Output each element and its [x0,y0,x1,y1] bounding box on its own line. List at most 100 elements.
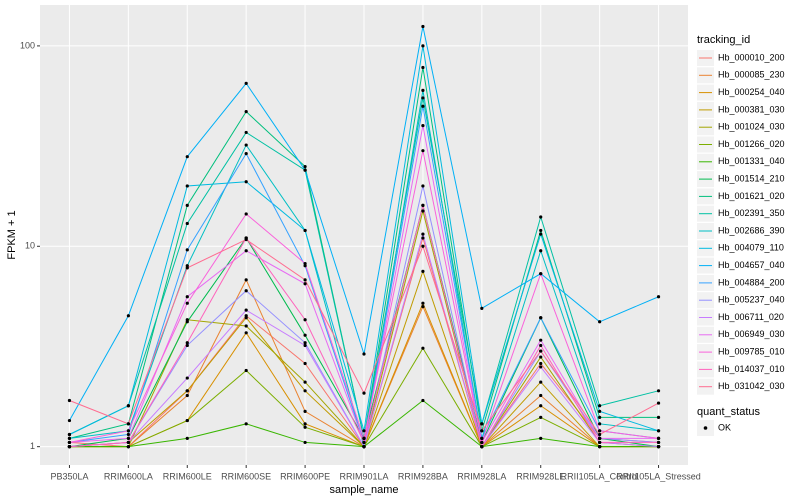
data-point [539,349,543,353]
data-point [244,278,248,282]
data-point [185,221,189,226]
data-point [303,440,307,445]
data-point [480,422,484,426]
legend-label: Hb_000010_200 [718,52,785,62]
data-point [244,289,248,293]
data-point [126,429,130,433]
data-point [421,236,425,240]
data-point [598,445,602,449]
data-point [185,418,189,423]
data-point [598,409,602,413]
data-point [185,295,189,299]
data-point [539,249,543,253]
data-point [244,316,248,320]
data-point [656,445,661,449]
data-point [244,331,248,335]
data-point [598,422,602,426]
data-point [303,333,307,337]
data-point [421,346,425,350]
data-point [598,404,602,408]
data-point [185,203,189,207]
data-point [303,341,307,345]
data-point [656,440,661,445]
data-point [244,110,248,114]
data-point [303,389,307,393]
data-point [67,445,72,449]
data-point [539,232,543,236]
data-point [539,316,543,320]
data-point [480,429,484,433]
y-tick-label: 1 [30,441,35,451]
legend-label: Hb_031042_030 [718,381,785,391]
data-point [421,44,425,48]
data-point [421,24,425,29]
data-point [421,203,425,207]
data-point [480,440,484,445]
legend-label: Hb_006711_020 [718,312,784,322]
data-point [421,88,425,92]
y-tick-label: 100 [20,40,35,50]
x-tick-label: RRIM600LA [104,471,153,481]
legend-label: Hb_001024_030 [718,122,785,132]
data-point [598,415,602,419]
data-point [185,320,189,324]
data-point [244,130,248,135]
data-point [421,209,425,213]
data-point [303,425,307,429]
legend-label: Hb_002391_350 [718,208,785,218]
data-point [598,429,602,433]
data-point [539,415,543,419]
data-point [480,445,484,449]
data-point [126,422,130,426]
x-tick-label: RRII105LA_Stressed [616,471,701,481]
legend-label: Hb_006949_030 [718,329,785,339]
data-point [185,376,189,380]
data-point [126,436,130,440]
x-tick-label: RRIM928BA [398,471,448,481]
data-point [539,215,543,219]
x-tick-label: RRIM600SE [221,471,271,481]
data-point [244,212,248,216]
data-point [126,404,130,408]
x-tick-label: RRIM928LA [457,471,506,481]
data-point [539,404,543,408]
data-point [362,391,366,395]
data-point [185,301,189,305]
data-point [656,389,661,393]
data-point [362,436,366,440]
data-point [421,96,425,100]
x-tick-label: RRIM901LA [339,471,388,481]
data-point [303,228,307,233]
data-point [539,228,543,233]
data-point [244,422,248,426]
legend-label: Hb_000085_230 [718,70,785,80]
x-axis-title: sample_name [329,484,398,496]
data-point [421,184,425,188]
data-point [185,184,189,188]
data-point [185,341,189,345]
data-point [303,380,307,384]
data-point [539,355,543,359]
legend-label: Hb_005237_040 [718,295,785,305]
data-point [126,432,130,437]
data-point [185,266,189,270]
data-point [656,415,661,419]
data-point [303,164,307,169]
data-point [539,436,543,440]
data-point [244,249,248,253]
data-point [362,429,366,433]
legend-label: Hb_004884_200 [718,277,785,287]
data-point [362,352,366,356]
data-point [67,440,72,445]
data-point [244,308,248,312]
data-point [244,368,248,373]
data-point [303,282,307,286]
data-point [598,436,602,440]
data-point [421,269,425,273]
data-point [362,445,366,449]
x-tick-label: RRIM600PE [280,471,330,481]
data-point [421,232,425,236]
legend-label: Hb_000381_030 [718,104,785,114]
data-point [185,264,189,268]
